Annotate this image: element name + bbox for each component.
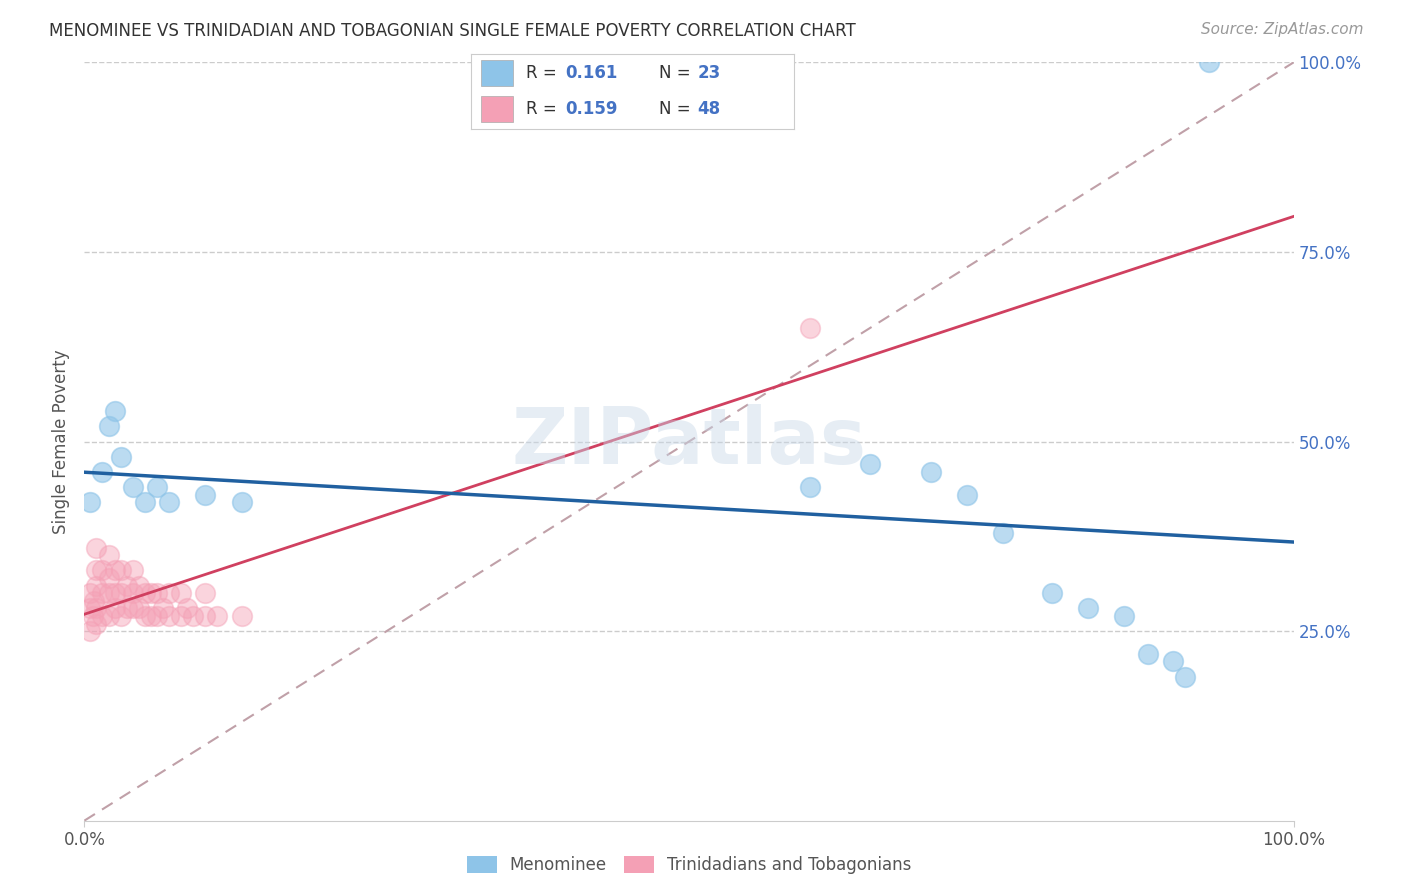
Point [79, 624, 101, 639]
Point [181, 608, 204, 623]
Point [97, 571, 120, 585]
Point [207, 608, 229, 623]
Text: N =: N = [658, 100, 696, 118]
Legend: Menominee, Trinidadians and Tobagonians: Menominee, Trinidadians and Tobagonians [460, 849, 918, 880]
Text: R =: R = [526, 64, 562, 82]
Point [86, 616, 108, 631]
Point [1161, 655, 1184, 669]
Point [91, 608, 114, 623]
Point [115, 601, 138, 615]
Text: N =: N = [658, 64, 696, 82]
Text: 0.159: 0.159 [565, 100, 617, 118]
Point [128, 579, 150, 593]
Point [97, 548, 120, 563]
Point [110, 608, 132, 623]
Point [799, 480, 821, 494]
Point [104, 564, 127, 578]
Point [110, 450, 132, 464]
Point [152, 601, 174, 615]
Text: R =: R = [526, 100, 562, 118]
Point [134, 608, 156, 623]
Point [91, 564, 114, 578]
Text: Source: ZipAtlas.com: Source: ZipAtlas.com [1201, 22, 1364, 37]
Point [1114, 608, 1136, 623]
Point [86, 601, 108, 615]
FancyBboxPatch shape [481, 61, 513, 87]
Point [139, 608, 162, 623]
Point [1137, 647, 1160, 661]
Point [1174, 669, 1197, 683]
Point [82, 608, 104, 623]
Point [146, 586, 169, 600]
Point [134, 495, 156, 509]
Point [194, 487, 217, 501]
Point [79, 601, 101, 615]
Point [170, 608, 193, 623]
Point [121, 586, 143, 600]
Point [115, 579, 138, 593]
Point [139, 586, 162, 600]
Point [86, 541, 108, 555]
Point [170, 586, 193, 600]
Point [157, 495, 180, 509]
Point [79, 586, 101, 600]
Point [134, 586, 156, 600]
Point [97, 419, 120, 434]
Point [97, 608, 120, 623]
Point [121, 601, 143, 615]
Point [157, 586, 180, 600]
Point [231, 608, 253, 623]
Text: 23: 23 [697, 64, 721, 82]
Text: 0.161: 0.161 [565, 64, 617, 82]
Point [91, 465, 114, 479]
Point [1198, 55, 1220, 70]
Point [799, 320, 821, 334]
Point [104, 601, 127, 615]
Text: ZIPatlas: ZIPatlas [512, 403, 866, 480]
Point [128, 601, 150, 615]
Point [83, 594, 105, 608]
Point [110, 586, 132, 600]
Point [231, 495, 253, 509]
Point [86, 564, 108, 578]
Point [956, 487, 979, 501]
Point [157, 608, 180, 623]
Point [146, 480, 169, 494]
Point [121, 564, 143, 578]
Y-axis label: Single Female Poverty: Single Female Poverty [52, 350, 70, 533]
Point [104, 586, 127, 600]
Point [1040, 586, 1063, 600]
Point [993, 525, 1015, 540]
Point [91, 586, 114, 600]
Point [1077, 601, 1099, 615]
Point [86, 579, 108, 593]
Point [194, 608, 217, 623]
Point [146, 608, 169, 623]
Text: MENOMINEE VS TRINIDADIAN AND TOBAGONIAN SINGLE FEMALE POVERTY CORRELATION CHART: MENOMINEE VS TRINIDADIAN AND TOBAGONIAN … [49, 22, 856, 40]
Point [110, 564, 132, 578]
FancyBboxPatch shape [481, 96, 513, 122]
Text: 48: 48 [697, 100, 720, 118]
Point [97, 586, 120, 600]
Point [79, 495, 101, 509]
Point [859, 458, 882, 472]
Point [194, 586, 217, 600]
Point [104, 404, 127, 418]
Point [121, 480, 143, 494]
Point [920, 465, 942, 479]
Point [176, 601, 198, 615]
